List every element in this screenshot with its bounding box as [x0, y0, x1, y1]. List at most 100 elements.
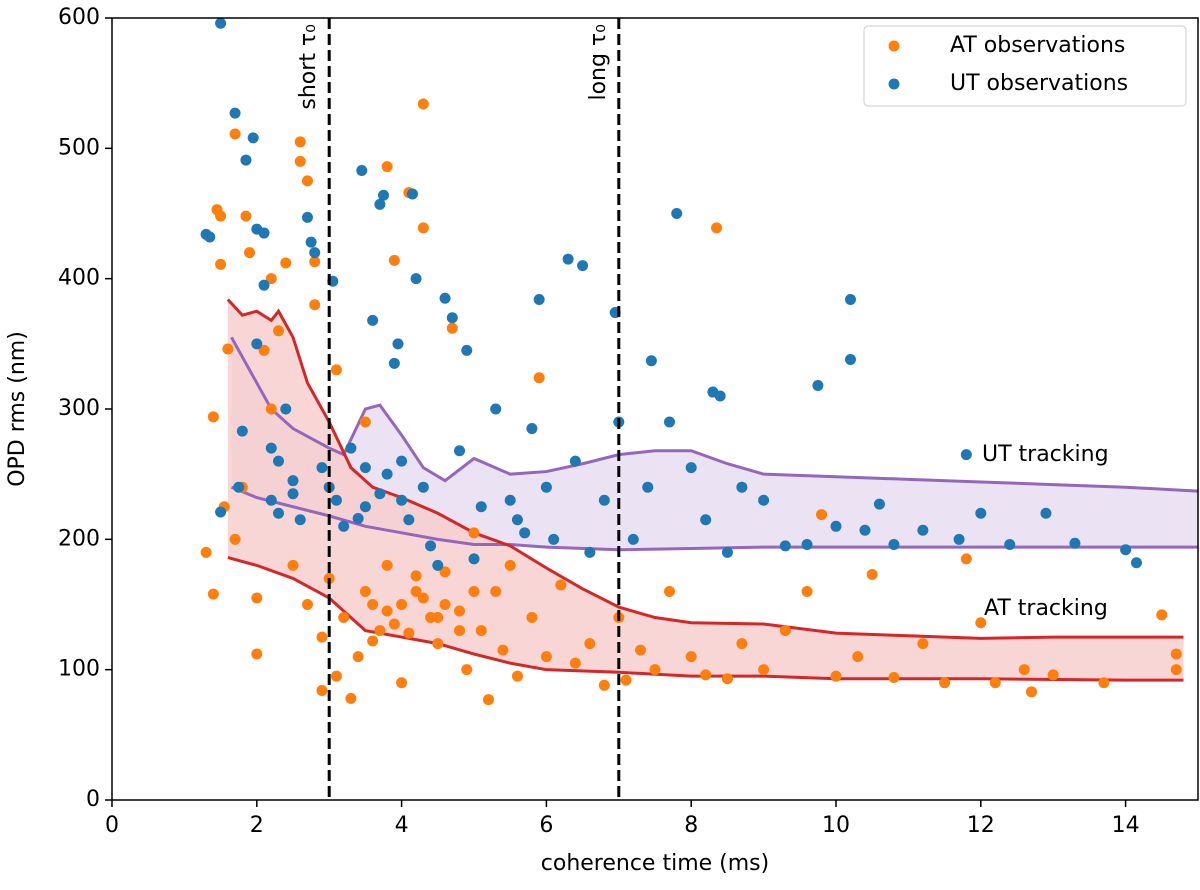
x-tick-label: 10	[822, 813, 850, 838]
data-point	[519, 527, 531, 539]
data-point	[403, 514, 415, 526]
data-point	[396, 455, 408, 467]
data-point	[736, 481, 748, 493]
data-point	[273, 507, 285, 519]
data-point	[207, 588, 219, 600]
data-point	[316, 462, 328, 474]
data-point	[338, 520, 350, 532]
x-tick-label: 0	[105, 813, 119, 838]
data-point	[330, 670, 342, 682]
data-point	[562, 253, 574, 265]
data-point	[454, 625, 466, 637]
data-point	[204, 231, 216, 243]
data-point	[425, 540, 437, 552]
data-point	[844, 294, 856, 306]
data-point	[406, 188, 418, 200]
data-point	[244, 247, 256, 259]
data-point	[381, 161, 393, 173]
band-fill	[227, 299, 1184, 681]
data-point	[758, 664, 770, 676]
data-point	[779, 540, 791, 552]
data-point	[215, 210, 227, 222]
x-tick-label: 4	[395, 813, 409, 838]
data-point	[338, 612, 350, 624]
data-point	[359, 585, 371, 597]
data-point	[555, 579, 567, 591]
band-upper-line	[230, 336, 1198, 493]
legend-label: UT observations	[950, 71, 1128, 96]
data-point	[229, 107, 241, 119]
data-point	[816, 509, 828, 521]
data-point	[265, 273, 277, 285]
data-point	[359, 462, 371, 474]
data-point	[330, 494, 342, 506]
data-point	[367, 635, 379, 647]
data-point	[258, 344, 270, 356]
data-point	[1040, 507, 1052, 519]
data-point	[526, 423, 538, 435]
data-point	[316, 631, 328, 643]
data-point	[265, 442, 277, 454]
x-tick-label: 6	[539, 813, 553, 838]
plot-area	[200, 18, 1198, 706]
data-point	[482, 694, 494, 706]
data-point	[584, 638, 596, 650]
legend-label: AT observations	[950, 33, 1125, 58]
y-tick-label: 600	[58, 5, 100, 30]
y-axis-label: OPD rms (nm)	[5, 331, 30, 487]
data-point	[359, 501, 371, 513]
data-point	[330, 364, 342, 376]
data-point	[468, 553, 480, 565]
data-point	[280, 403, 292, 415]
data-point	[287, 488, 299, 500]
data-point	[446, 322, 458, 334]
data-point	[721, 546, 733, 558]
data-point	[584, 546, 596, 558]
data-point	[649, 664, 661, 676]
data-point	[396, 677, 408, 689]
data-point	[316, 685, 328, 697]
legend-marker	[888, 40, 900, 52]
band-upper-line	[226, 298, 1184, 640]
data-point	[200, 546, 212, 558]
data-point	[475, 501, 487, 513]
data-point	[598, 679, 610, 691]
band-lower-line	[227, 556, 1184, 682]
data-point	[671, 208, 683, 219]
data-point	[236, 425, 248, 437]
data-point	[721, 673, 733, 685]
data-point	[454, 445, 466, 457]
data-point	[229, 533, 241, 545]
data-point	[233, 481, 245, 493]
data-point	[403, 627, 415, 639]
data-point	[1130, 557, 1142, 569]
data-point	[700, 669, 712, 681]
data-point	[758, 494, 770, 506]
data-point	[381, 605, 393, 617]
data-point	[374, 198, 386, 210]
data-point	[888, 539, 900, 551]
data-point	[852, 651, 864, 663]
data-point	[645, 355, 657, 367]
data-point	[280, 257, 292, 269]
data-point	[417, 98, 429, 110]
y-tick-label: 400	[58, 266, 100, 291]
data-point	[1069, 537, 1081, 549]
x-tick-label: 8	[684, 813, 698, 838]
data-point	[229, 128, 241, 140]
data-point	[490, 403, 502, 415]
data-point	[663, 585, 675, 597]
data-point	[468, 585, 480, 597]
y-tick-label: 0	[86, 787, 100, 812]
data-point	[287, 475, 299, 487]
data-point	[345, 442, 357, 454]
data-point	[953, 533, 965, 545]
data-point	[294, 136, 306, 148]
data-point	[620, 674, 632, 686]
y-tick-label: 300	[58, 396, 100, 421]
data-point	[352, 512, 364, 524]
data-point	[801, 539, 813, 551]
data-point	[1156, 609, 1168, 621]
data-point	[1170, 648, 1182, 660]
data-point	[439, 566, 451, 578]
